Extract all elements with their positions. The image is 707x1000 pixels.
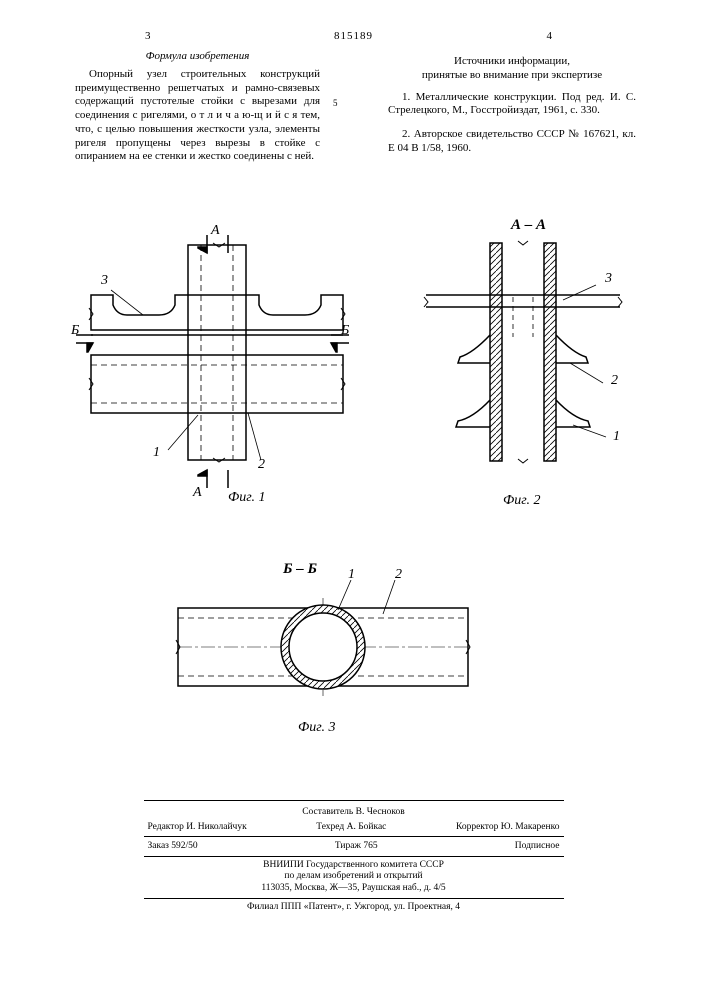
left-text-column: Формула изобретения Опорный узел строите…	[75, 50, 320, 164]
section-b-l: Б	[71, 323, 79, 339]
fig2-call3: 3	[605, 271, 612, 287]
section-b-r: Б	[341, 323, 349, 339]
page-number-right: 4	[547, 30, 553, 42]
colophon: Составитель В. Чесноков Редактор И. Нико…	[144, 800, 564, 914]
patent-page: 3 815189 4 5 Формула изобретения Опорный…	[0, 0, 707, 1000]
fig1-label: Фиг. 1	[228, 490, 266, 506]
figure-3	[168, 580, 478, 725]
fig3-call1: 1	[348, 567, 355, 583]
fig1-call3: 3	[101, 273, 108, 289]
fig1-call2: 2	[258, 457, 265, 473]
section-a-top: А	[211, 223, 220, 239]
techred: Техред А. Бойкас	[316, 821, 386, 833]
claim-body: Опорный узел строительных конструкций пр…	[75, 68, 320, 164]
fig2-label: Фиг. 2	[503, 493, 541, 509]
fig3-call2: 2	[395, 567, 402, 583]
fig3-title: Б – Б	[283, 561, 317, 578]
formula-title: Формула изобретения	[75, 50, 320, 64]
figures-area: А А Б Б 3 1 2 Фиг. 1 А – А	[73, 215, 635, 760]
figure-2	[418, 235, 628, 505]
subscribe: Подписное	[515, 840, 560, 852]
fig2-call2: 2	[611, 373, 618, 389]
figure-1	[73, 235, 353, 505]
imprint-3: 113035, Москва, Ж—35, Раушская наб., д. …	[144, 883, 564, 895]
section-a-bot: А	[193, 485, 202, 501]
order-num: Заказ 592/50	[148, 840, 198, 852]
fig1-call1: 1	[153, 445, 160, 461]
corrector: Корректор Ю. Макаренко	[456, 821, 560, 833]
editor: Редактор И. Николайчук	[148, 821, 247, 833]
tirage: Тираж 765	[335, 840, 378, 852]
imprint-4: Филиал ППП «Патент», г. Ужгород, ул. Про…	[144, 902, 564, 914]
compiler-line: Составитель В. Чесноков	[144, 806, 564, 818]
page-number-left: 3	[145, 30, 151, 42]
fig2-title: А – А	[511, 217, 546, 234]
document-number: 815189	[334, 30, 373, 42]
fig2-call1: 1	[613, 429, 620, 445]
reference-2: 2. Авторское свидетельство СССР № 167621…	[388, 128, 636, 156]
right-text-column: Источники информации, принятые во вниман…	[388, 55, 636, 156]
fig3-label: Фиг. 3	[298, 720, 336, 736]
margin-line-number: 5	[333, 98, 338, 108]
sources-title: Источники информации, принятые во вниман…	[388, 55, 636, 83]
imprint-1: ВНИИПИ Государственного комитета СССР	[144, 860, 564, 872]
reference-1: 1. Металлические конструкции. Под ред. И…	[388, 91, 636, 119]
imprint-2: по делам изобретений и открытий	[144, 871, 564, 883]
